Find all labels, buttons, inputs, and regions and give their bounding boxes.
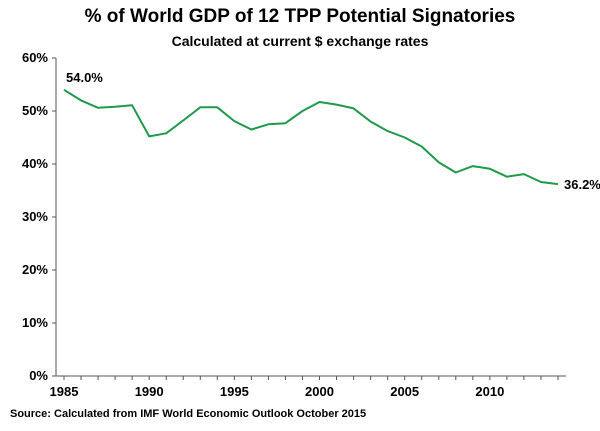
x-tick-label: 1985 xyxy=(50,384,79,399)
annotation-label: 36.2% xyxy=(564,177,600,192)
series-line xyxy=(63,88,559,186)
y-tick-label: 30% xyxy=(22,209,48,224)
x-tick-label: 1990 xyxy=(135,384,164,399)
x-tick-label: 1995 xyxy=(220,384,249,399)
y-tick-label: 40% xyxy=(22,156,48,171)
annotation-label: 54.0% xyxy=(66,70,103,85)
chart-title: % of World GDP of 12 TPP Potential Signa… xyxy=(84,6,516,27)
chart-subtitle: Calculated at current $ exchange rates xyxy=(171,33,429,49)
x-tick-label: 2000 xyxy=(305,384,334,399)
x-tick-label: 2005 xyxy=(390,384,419,399)
y-tick-label: 10% xyxy=(22,315,48,330)
y-tick-label: 50% xyxy=(22,103,48,118)
y-tick-label: 20% xyxy=(22,262,48,277)
x-tick-label: 2010 xyxy=(475,384,504,399)
y-tick-label: 60% xyxy=(22,50,48,65)
y-tick-label: 0% xyxy=(29,368,48,383)
source-note: Source: Calculated from IMF World Econom… xyxy=(10,408,367,420)
